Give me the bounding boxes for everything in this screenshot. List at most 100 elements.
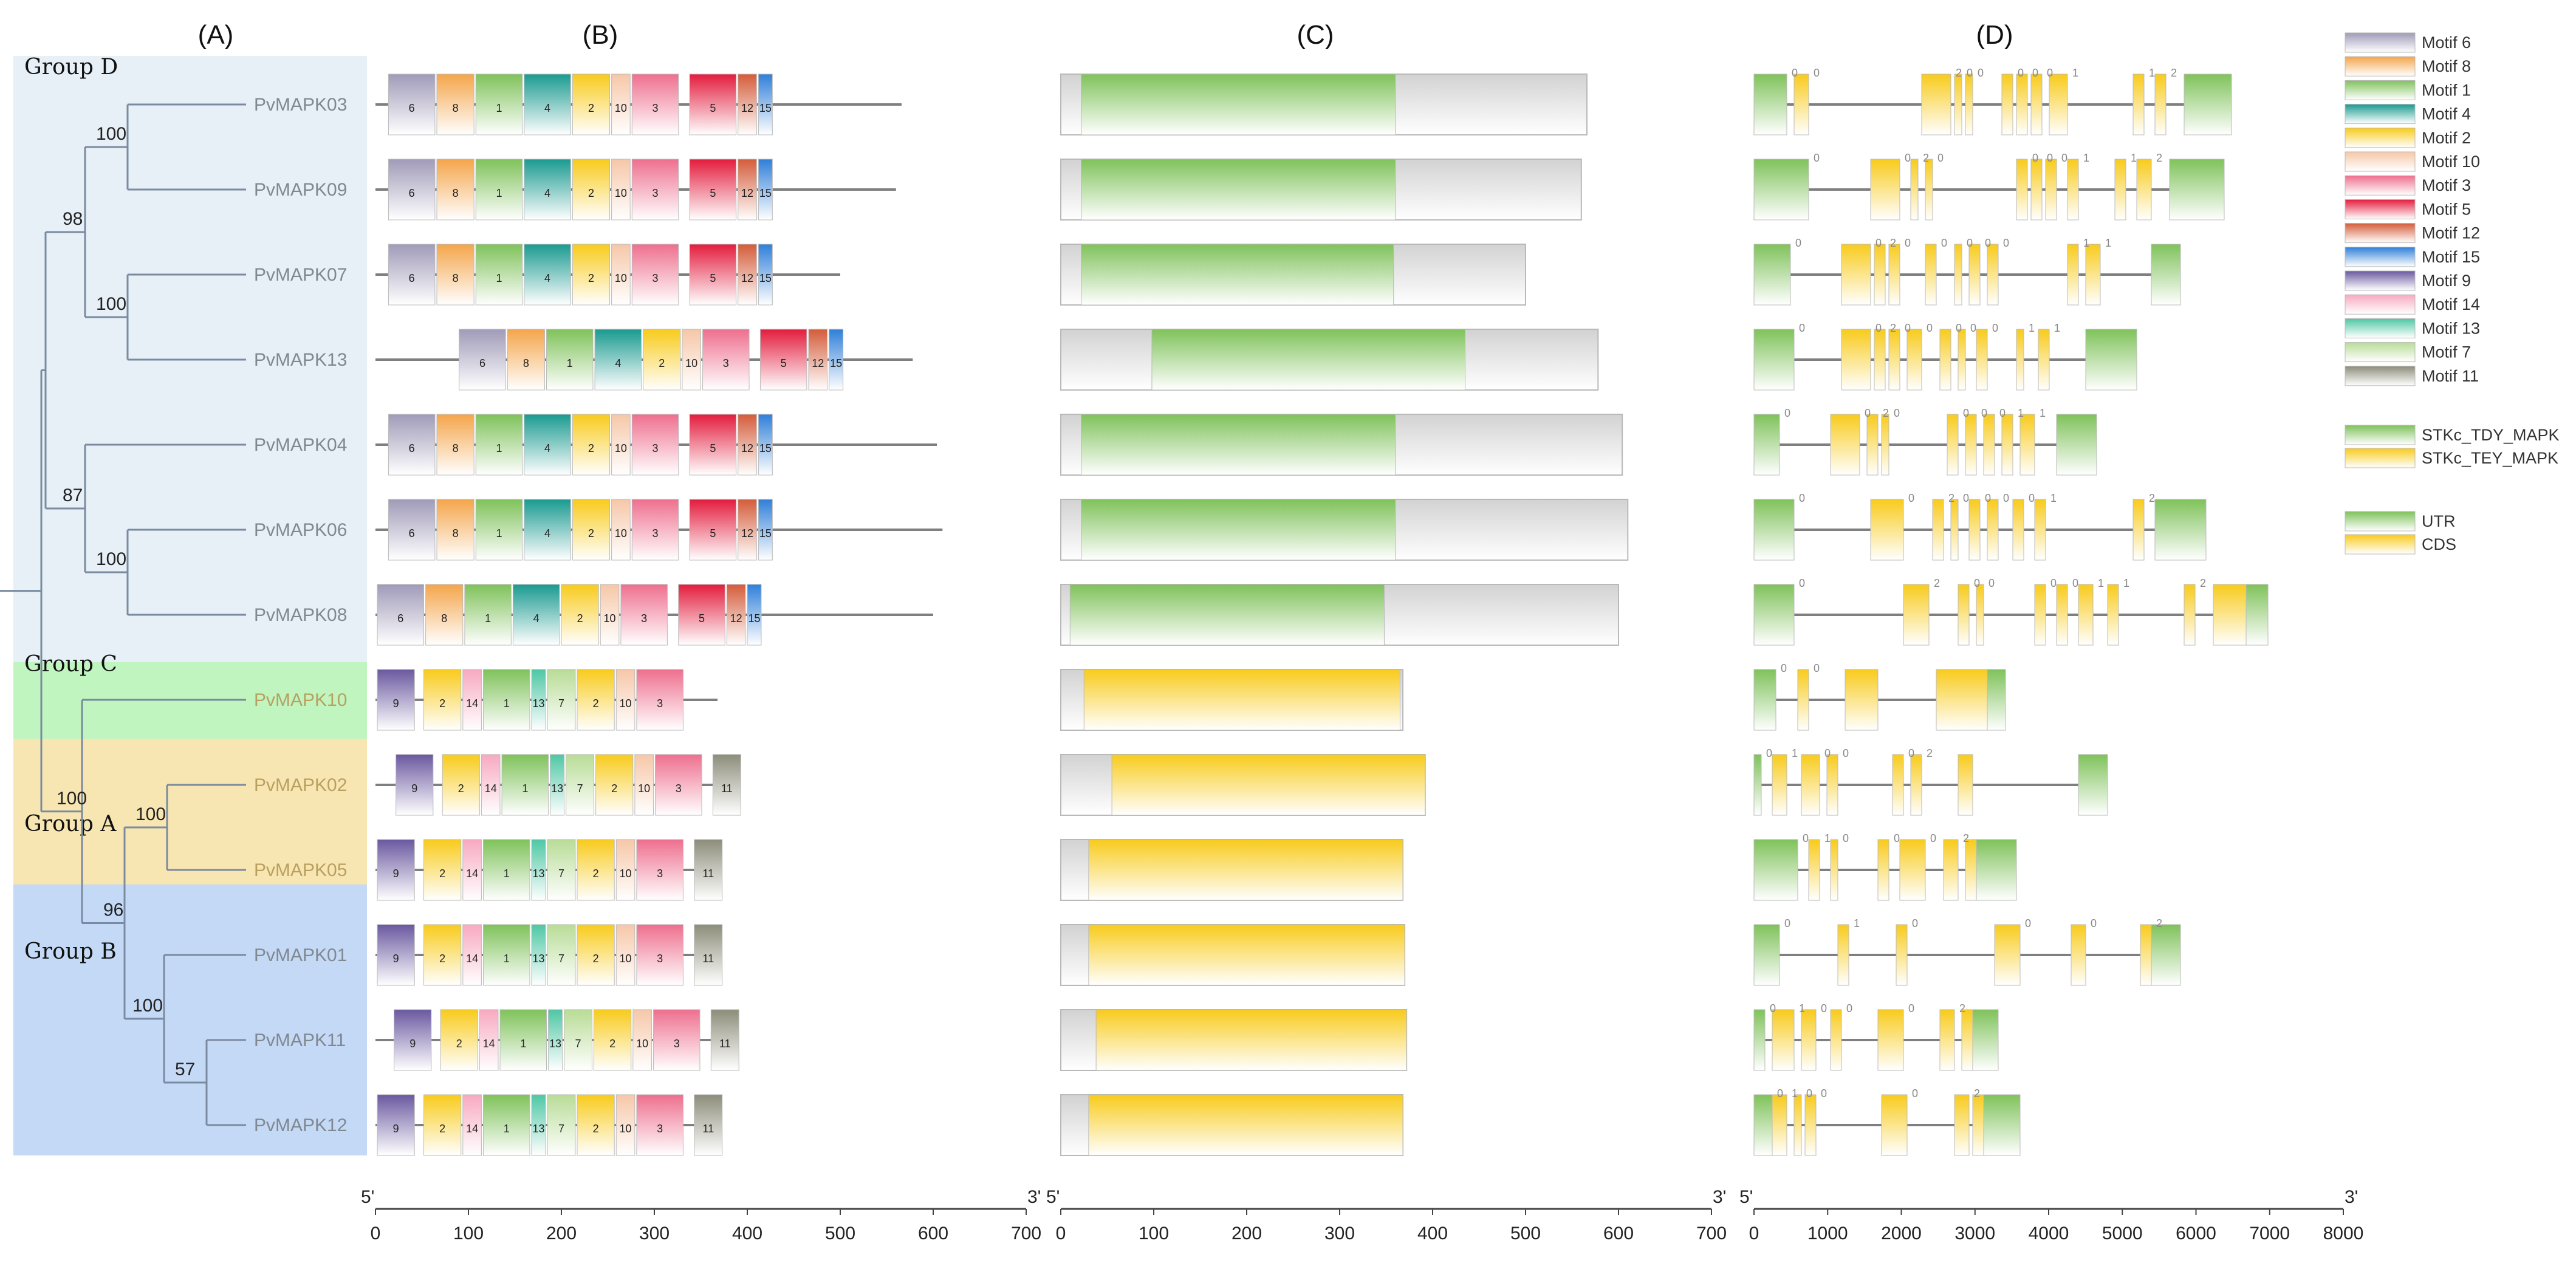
intron-phase: 1 [2149,67,2155,79]
motif-4 [524,499,571,561]
motif-label: 4 [544,102,550,114]
intron-phase: 0 [1908,492,1914,504]
cds-block [1874,329,1886,391]
motif-label: 2 [659,357,665,369]
motif-1 [475,74,523,135]
cds-block [1936,669,1988,731]
motif-11 [694,1094,723,1156]
motif-label: 8 [453,102,459,114]
motif-1 [482,669,530,731]
motif-label: 8 [453,272,459,284]
motif-12 [738,414,757,476]
bootstrap-value: 100 [132,996,163,1016]
axis-start-label: 5' [1046,1187,1060,1207]
motif-label: 6 [409,527,415,539]
intron-phase: 0 [1894,832,1900,844]
motif-label: 12 [741,442,753,454]
cds-block [2019,414,2035,476]
intron-phase: 1 [1799,1002,1805,1015]
intron-phase: 0 [2032,152,2038,164]
domain-stkc-tey [1088,1094,1403,1156]
cds-block [1841,329,1871,391]
motif-label: 3 [653,102,659,114]
bootstrap-value: 100 [135,804,166,824]
axis-tick-label: 300 [1324,1223,1355,1244]
motif-label: 2 [593,697,599,710]
motif-8 [436,159,474,221]
intron-phase: 0 [1792,67,1798,79]
axis-tick-label: 4000 [2029,1223,2069,1244]
motif-7 [547,669,576,731]
motif-11 [694,924,723,986]
intron-phase: 2 [2149,492,2155,504]
cds-block [1793,1094,1802,1156]
motif-label: 2 [588,272,594,284]
motif-10 [611,499,631,561]
cds-block [2038,329,2050,391]
cds-block [1830,1009,1842,1071]
cds-block [1925,244,1937,306]
motif-label: 5 [710,187,716,199]
motif-label: 15 [759,102,772,114]
motif-6 [388,74,436,135]
gene-label-pvmapk12: PvMAPK12 [254,1115,347,1135]
utr-block [1753,1094,1773,1156]
domain-stkc-tdy [1081,244,1394,306]
legend-swatch [2345,32,2416,53]
axis-tick-label: 200 [546,1223,577,1244]
intron-phase: 0 [1974,577,1980,589]
intron-phase: 0 [1978,67,1984,79]
intron-phase: 0 [1963,492,1969,504]
motif-8 [436,74,474,135]
motif-6 [388,159,436,221]
intron-phase: 0 [1967,67,1973,79]
cds-block [1837,924,1849,986]
cds-block [1910,159,1919,221]
axis-tick-label: 3000 [1954,1223,1995,1244]
cds-block [1881,414,1889,476]
cds-block [1994,924,2021,986]
intron-phase: 0 [1992,322,1998,334]
panel-header: (C) [1297,20,1334,50]
motif-label: 13 [532,953,544,965]
intron-phase: 1 [2054,322,2060,334]
cds-block [1968,499,1981,561]
legend-swatch [2345,294,2416,315]
motif-14 [462,839,482,901]
intron-phase: 0 [1985,492,1991,504]
motif-15 [758,244,773,306]
utr-block [2151,244,2181,306]
cds-block [2016,74,2028,135]
legend-swatch [2345,448,2416,468]
domain-stkc-tdy [1151,329,1466,391]
cds-block [1965,74,1973,135]
legend: Motif 6 Motif 8 Motif 1 Motif 4 Motif 2 Motif… [2345,32,2560,555]
motif-label: 2 [588,527,594,539]
legend-label: Motif 7 [2422,343,2471,361]
intron-phase: 1 [2083,152,2089,164]
utr-block [1753,584,1795,646]
motif-label: 3 [676,782,682,795]
motif-label: 10 [615,272,627,284]
motif-11 [694,839,723,901]
cds-block [2071,924,2086,986]
cds-block [1866,414,1879,476]
motif-12 [738,499,757,561]
axis-end-label: 3' [2345,1187,2358,1207]
motif-label: 10 [615,442,627,454]
motif-3 [653,1009,701,1071]
intron-phase: 0 [1875,322,1882,334]
utr-block [1753,244,1791,306]
motif-label: 14 [466,1123,478,1135]
motif-12 [738,244,757,306]
utr-block [2056,414,2097,476]
motif-1 [464,584,512,646]
motif-10 [611,244,631,306]
motif-label: 11 [702,1123,714,1135]
motif-label: 4 [544,272,550,284]
cds-block [1961,1009,1973,1071]
axis-tick-label: 0 [1749,1223,1759,1244]
domain-stkc-tey [1095,1009,1407,1071]
intron-phase: 0 [2047,152,2053,164]
intron-phase: 2 [2156,152,2162,164]
